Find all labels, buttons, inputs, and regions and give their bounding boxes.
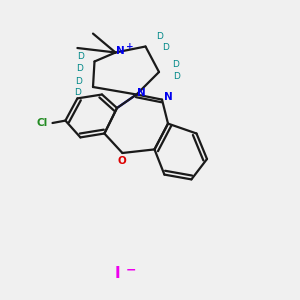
Text: D: D — [75, 76, 82, 85]
Text: D: D — [77, 52, 83, 62]
Text: D: D — [172, 60, 179, 69]
Text: D: D — [76, 64, 83, 73]
Text: N: N — [116, 46, 124, 56]
Text: D: D — [157, 32, 163, 41]
Text: D: D — [74, 88, 81, 97]
Text: O: O — [117, 156, 126, 167]
Text: D: D — [174, 72, 180, 81]
Text: Cl: Cl — [36, 118, 48, 128]
Text: +: + — [126, 42, 134, 51]
Text: I: I — [114, 266, 120, 281]
Text: N: N — [164, 92, 172, 102]
Text: −: − — [126, 263, 137, 277]
Text: N: N — [136, 88, 146, 98]
Text: D: D — [163, 44, 169, 52]
